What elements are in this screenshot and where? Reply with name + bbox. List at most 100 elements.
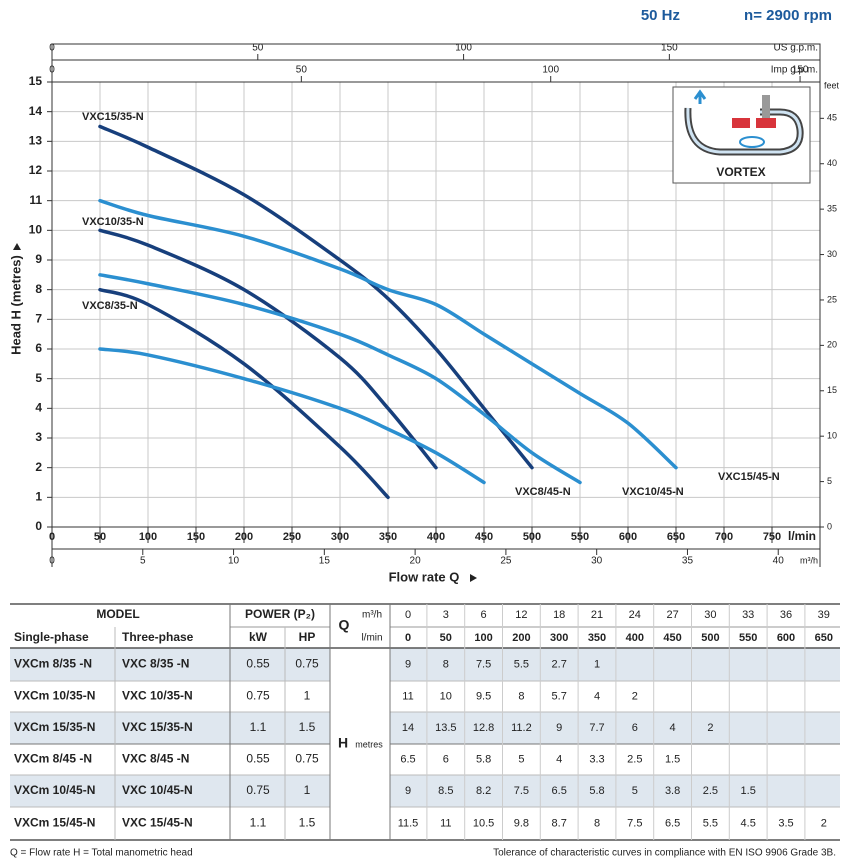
- row-shade: [10, 775, 330, 807]
- row-shade: [10, 648, 330, 681]
- flow-lmin: 600: [777, 632, 795, 644]
- y-label-arrow: [13, 243, 21, 250]
- top-axis-label: US g.p.m.: [774, 43, 818, 54]
- speed: n= 2900 rpm: [744, 7, 832, 24]
- y-tick-label: 13: [29, 134, 43, 148]
- power-hp: 0.75: [295, 752, 319, 766]
- y2-tick-label: 10: [827, 431, 837, 441]
- flow-m3h: 12: [515, 609, 527, 621]
- head-value: 4.5: [741, 817, 756, 829]
- y-tick-label: 9: [35, 252, 42, 266]
- y-label: Head H (metres): [8, 255, 23, 355]
- m3h-tick-label: 15: [319, 556, 331, 567]
- y-tick-label: 1: [35, 490, 42, 504]
- head-value: 13.5: [435, 722, 456, 734]
- curve-label: VXC10/35-N: [82, 216, 144, 228]
- curve-label: VXC15/45-N: [718, 471, 780, 483]
- head-value: 8.7: [552, 817, 567, 829]
- top-tick-label: 50: [252, 43, 264, 54]
- y2-tick-label: 15: [827, 385, 837, 395]
- inset-casing-inner: [686, 107, 802, 154]
- head-value: 3.5: [778, 817, 793, 829]
- curve: [98, 347, 486, 485]
- m3h-tick-label: 5: [140, 556, 146, 567]
- curve-label: VXC15/35-N: [82, 111, 144, 123]
- flow-lmin: 200: [512, 632, 530, 644]
- head-value: 1: [594, 658, 600, 670]
- y-tick-label: 0: [35, 519, 42, 533]
- head-value: 8.5: [438, 785, 453, 797]
- model-three: VXC 10/35-N: [122, 689, 193, 703]
- th: H: [338, 735, 348, 751]
- row-shade: [390, 648, 840, 681]
- top-tick-label: 50: [296, 65, 308, 76]
- flow-lmin: 550: [739, 632, 757, 644]
- plot-frame: [51, 43, 821, 528]
- th: MODEL: [96, 607, 139, 621]
- head-value: 6: [443, 753, 449, 765]
- x-tick-label: 600: [619, 531, 637, 543]
- y2-tick-label: 45: [827, 113, 837, 123]
- head-value: 7.7: [589, 722, 604, 734]
- inset-shaft: [762, 95, 770, 120]
- flow-m3h: 18: [553, 609, 565, 621]
- th: HP: [299, 630, 316, 644]
- inset-arrow: [693, 89, 707, 104]
- head-value: 1.5: [741, 785, 756, 797]
- model-three: VXC 15/35-N: [122, 720, 193, 734]
- head-value: 10.5: [473, 817, 494, 829]
- top-tick-label: 100: [542, 65, 559, 76]
- power-hp: 0.75: [295, 657, 319, 671]
- model-three: VXC 8/35 -N: [122, 657, 189, 671]
- head-value: 9: [556, 722, 562, 734]
- flow-lmin: 500: [701, 632, 719, 644]
- head-value: 6.5: [665, 817, 680, 829]
- x-tick-label: 500: [523, 531, 541, 543]
- y-tick-label: 6: [35, 341, 42, 355]
- x-tick-label: 400: [427, 531, 445, 543]
- curve-label: VXC8/45-N: [515, 486, 571, 498]
- flow-m3h: 24: [629, 609, 641, 621]
- power-hp: 1.5: [299, 720, 316, 734]
- model-three: VXC 10/45-N: [122, 783, 193, 797]
- th: Three-phase: [122, 630, 194, 644]
- head-value: 9.5: [476, 690, 491, 702]
- flow-lmin: 0: [405, 632, 411, 644]
- y-tick-label: 12: [29, 163, 43, 177]
- power-kw: 0.55: [246, 752, 270, 766]
- head-value: 9.8: [514, 817, 529, 829]
- footnote: Q = Flow rate H = Total manometric head: [10, 848, 193, 859]
- y2-tick-label: 25: [827, 294, 837, 304]
- model-single: VXCm 15/35-N: [14, 720, 95, 734]
- x-tick-label: 450: [475, 531, 493, 543]
- flow-lmin: 400: [626, 632, 644, 644]
- top-tick-label: 150: [792, 65, 809, 76]
- head-value: 7.5: [514, 785, 529, 797]
- top-tick-label: 100: [455, 43, 472, 54]
- head-value: 2.5: [703, 785, 718, 797]
- head-value: 9: [405, 785, 411, 797]
- x-tick-label: 350: [379, 531, 397, 543]
- y-tick-label: 3: [35, 430, 42, 444]
- x-label-arrow: [470, 574, 477, 582]
- y2-tick-label: 5: [827, 476, 832, 486]
- head-value: 5.8: [589, 785, 604, 797]
- m3h-tick-label: 30: [591, 556, 603, 567]
- th: Q: [339, 617, 350, 633]
- y2-tick-label: 30: [827, 249, 837, 259]
- th: POWER (P₂): [245, 607, 315, 621]
- head-value: 8: [518, 690, 524, 702]
- flow-m3h: 39: [818, 609, 830, 621]
- th: metres: [355, 739, 383, 749]
- m3h-tick-label: 0: [49, 556, 55, 567]
- y-tick-label: 14: [29, 104, 43, 118]
- flow-lmin: 350: [588, 632, 606, 644]
- flow-lmin: 450: [663, 632, 681, 644]
- y-tick-label: 11: [29, 193, 42, 207]
- flow-m3h: 0: [405, 609, 411, 621]
- flow-lmin: 300: [550, 632, 568, 644]
- x-tick-label: 250: [283, 531, 301, 543]
- flow-lmin: 650: [815, 632, 833, 644]
- inset-swirl: [739, 136, 765, 148]
